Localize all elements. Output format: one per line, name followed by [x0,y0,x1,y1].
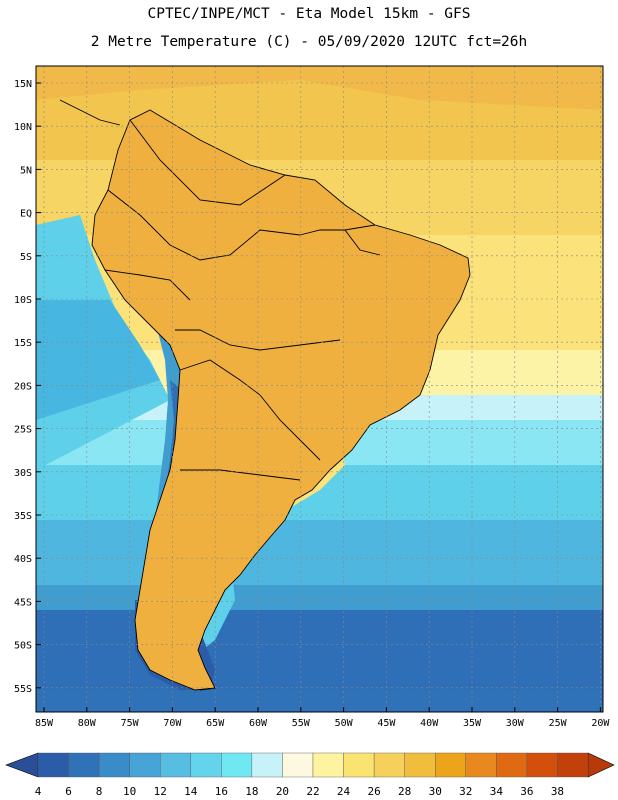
lat-label-40s: 40S [14,554,32,565]
colorbar-swatch [465,752,497,778]
lat-label-35s: 35S [14,511,32,522]
colorbar-swatch [129,752,161,778]
lat-label-5s: 5S [20,252,32,263]
colorbar-tick-label: 12 [154,785,167,798]
lat-label-15s: 15S [14,338,32,349]
colorbar-tick-label: 14 [184,785,198,798]
colorbar-swatch [526,752,558,778]
colorbar-swatch [190,752,222,778]
colorbar-tick-label: 10 [123,785,136,798]
lon-label-80w: 80W [78,718,97,729]
colorbar-swatch [221,752,253,778]
lat-label-15n: 15N [14,79,32,90]
colorbar-tick-label: 4 [35,785,42,798]
lon-label-25w: 25W [549,718,568,729]
lat-label-10n: 10N [14,122,32,133]
colorbar-tick-label: 24 [337,785,351,798]
lon-label-35w: 35W [463,718,482,729]
lat-label-10s: 10S [14,295,32,306]
lon-label-20w: 20W [591,718,610,729]
colorbar-swatch [557,752,589,778]
lon-label-50w: 50W [335,718,354,729]
country-borders [59,99,471,691]
colorbar-tick-label: 18 [245,785,258,798]
lon-label-40w: 40W [420,718,439,729]
colorbar-under-arrow [5,752,39,778]
colorbar-tick-label: 38 [551,785,564,798]
lon-label-70w: 70W [163,718,182,729]
colorbar-swatch [37,752,69,778]
lon-label-65w: 65W [206,718,225,729]
colorbar-tick-label: 22 [306,785,319,798]
lon-label-30w: 30W [506,718,525,729]
lon-label-75w: 75W [121,718,140,729]
lat-label-5n: 5N [20,165,32,176]
lat-label-55s: 55S [14,684,32,695]
colorbar-swatch [435,752,466,778]
lon-label-55w: 55W [292,718,311,729]
lat-label-20s: 20S [14,381,32,392]
colorbar-over-arrow [587,752,615,778]
colorbar-tick-label: 36 [520,785,533,798]
longitude-labels: 85W 80W 75W 70W 65W 60W 55W 50W 45W 40W 35W 30W 25W 2… [35,707,610,729]
colorbar-swatch [373,752,405,778]
colorbar-swatch [160,752,191,778]
colorbar-tick-label: 26 [367,785,380,798]
map-title: CPTEC/INPE/MCT - Eta Model 15km - GFS [147,6,471,22]
lat-label-45s: 45S [14,597,32,608]
map-frame [35,65,604,713]
lat-label-30s: 30S [14,468,32,479]
lon-label-45w: 45W [377,718,396,729]
colorbar-tick-label: 20 [276,785,289,798]
lat-label-25s: 25S [14,425,32,436]
colorbar-swatch [98,752,130,778]
colorbar-tick-label: 28 [398,785,411,798]
colorbar-tick-label: 34 [490,785,504,798]
lat-label-50s: 50S [14,641,32,652]
colorbar-swatch [68,752,100,778]
colorbar-swatch [282,752,314,778]
colorbar-tick-label: 30 [429,785,442,798]
colorbar-swatch [404,752,436,778]
colorbar-tick-label: 8 [96,785,103,798]
latitude-labels: 15N 10N 5N EQ 5S 10S 15S 20S 25S 30S 35S 40S 45S 50S 5… [14,79,41,695]
lon-label-60w: 60W [249,718,268,729]
colorbar-tick-label: 32 [459,785,472,798]
lat-label-eq: EQ [20,209,32,220]
map-subtitle: 2 Metre Temperature (C) - 05/09/2020 12U… [90,34,528,50]
colorbar-swatch [251,752,283,778]
color-legend: 4 6 8 10 12 14 16 18 20 22 24 26 28 30 32 34 36 38 [5,752,615,798]
colorbar-swatch [312,752,344,778]
lon-label-85w: 85W [35,718,54,729]
colorbar-swatch [343,752,375,778]
colorbar-tick-label: 6 [65,785,72,798]
colorbar-tick-label: 16 [215,785,228,798]
colorbar-swatch [496,752,528,778]
